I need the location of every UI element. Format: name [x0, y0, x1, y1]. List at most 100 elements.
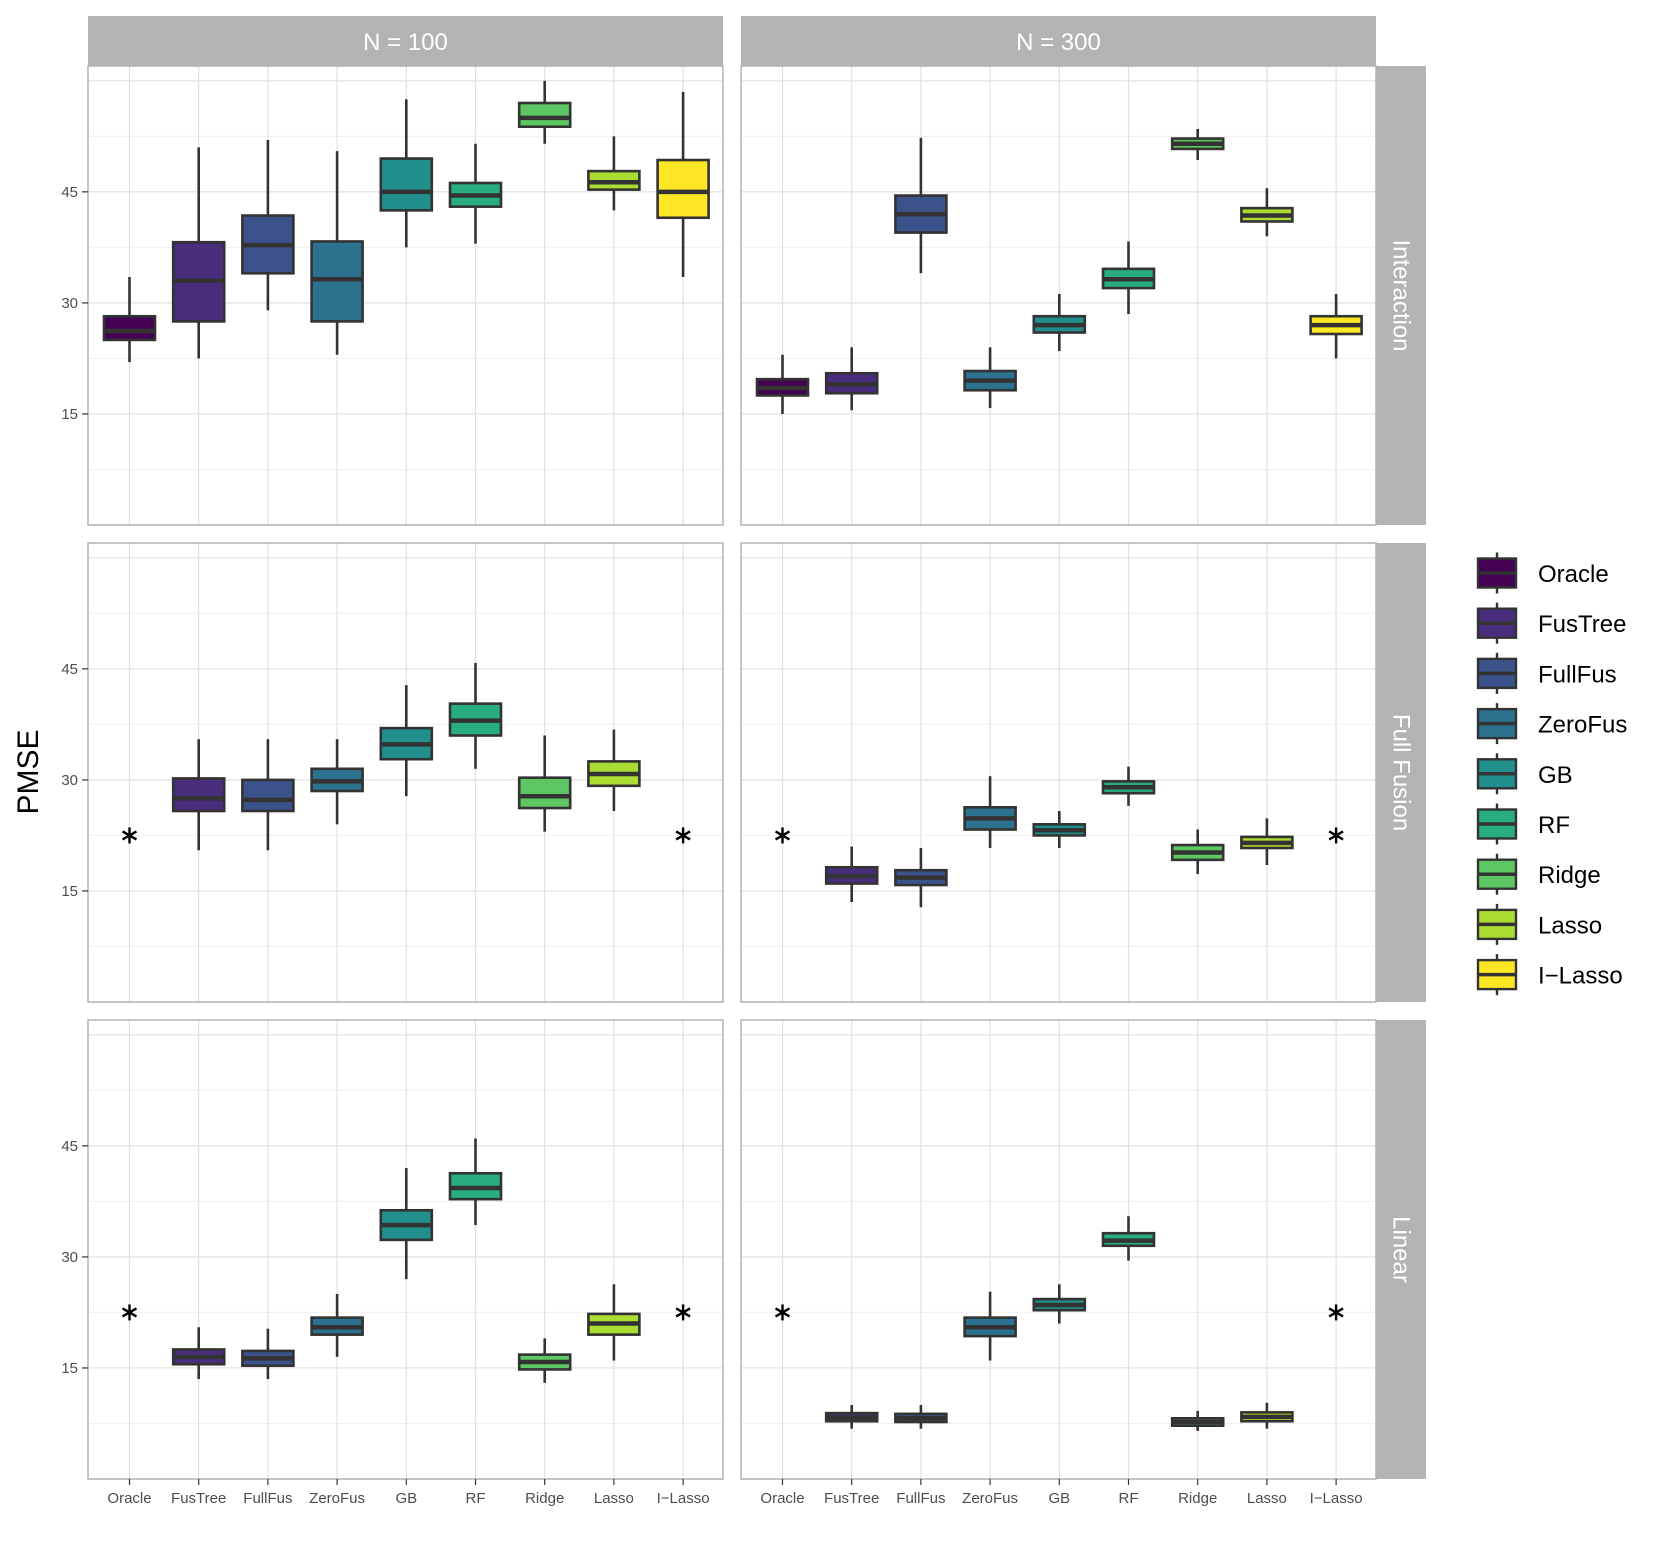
missing-marker-i-lasso [675, 1304, 691, 1321]
missing-marker-i-lasso [675, 827, 691, 844]
x-tick-label: FusTree [824, 1490, 879, 1507]
asterisk-stroke [121, 1307, 138, 1318]
box-fullfus [894, 848, 948, 908]
box-body [517, 101, 572, 129]
box-body [102, 314, 157, 342]
legend-item-gb: GB [1476, 753, 1573, 795]
box-zerofus [963, 776, 1017, 849]
x-tick-label: ZeroFus [309, 1490, 365, 1507]
legend-item-oracle: Oracle [1476, 552, 1609, 594]
asterisk-stroke [774, 1307, 791, 1318]
box-rf [448, 662, 503, 769]
box-fustree [824, 846, 879, 903]
row-strip-linear [1376, 1020, 1426, 1479]
y-tick-label: 45 [61, 661, 78, 678]
legend-label: Ridge [1538, 862, 1601, 889]
panel-border [87, 542, 724, 1003]
box-gb [1032, 810, 1087, 849]
box-fustree [824, 347, 879, 411]
column-strip-n-100 [88, 16, 723, 66]
panel-background [741, 543, 1376, 1002]
legend-label: I−Lasso [1538, 963, 1623, 990]
panel-linear-n-300 [740, 1019, 1377, 1480]
row-strip-label: Interaction [1388, 239, 1415, 351]
legend-label: FusTree [1538, 611, 1626, 638]
box-gb [1032, 294, 1087, 352]
box-fustree [824, 1404, 879, 1429]
legend-label: RF [1538, 812, 1570, 839]
x-tick-label: RF [1119, 1490, 1139, 1507]
box-oracle [102, 276, 157, 363]
box-body [379, 157, 434, 212]
legend-label: Lasso [1538, 912, 1602, 939]
legend-item-i-lasso: I−Lasso [1476, 954, 1623, 996]
legend-item-fullfus: FullFus [1476, 652, 1617, 694]
column-strip-label: N = 300 [1016, 29, 1101, 56]
row-strip-full-fusion [1376, 543, 1426, 1002]
y-axis-title: PMSE [12, 729, 45, 814]
box-lasso [587, 1284, 641, 1361]
y-tick-label: 15 [61, 1360, 78, 1377]
x-tick-label: Oracle [760, 1490, 804, 1507]
asterisk-stroke [675, 830, 691, 841]
y-tick-label: 30 [61, 772, 78, 789]
box-fullfus [241, 739, 295, 851]
asterisk-stroke [1328, 830, 1344, 841]
box-ridge [1170, 128, 1225, 161]
x-tick-label: Lasso [594, 1490, 634, 1507]
box-rf [1101, 766, 1156, 806]
panel-border [87, 1019, 724, 1480]
box-gb [379, 99, 434, 248]
row-strip-label: Linear [1388, 1216, 1415, 1283]
x-tick-label: I−Lasso [657, 1490, 710, 1507]
legend-label: FullFus [1538, 661, 1617, 688]
legend-item-fustree: FusTree [1476, 602, 1626, 644]
box-rf [448, 143, 503, 244]
legend-label: ZeroFus [1538, 712, 1627, 739]
y-tick-label: 45 [61, 1138, 78, 1155]
box-zerofus [310, 739, 364, 825]
column-strip-label: N = 100 [363, 29, 448, 56]
box-gb [379, 685, 434, 797]
missing-marker-i-lasso [1328, 827, 1344, 844]
x-tick-label: FullFus [243, 1490, 292, 1507]
box-fullfus [894, 1404, 948, 1429]
box-fustree [171, 147, 226, 359]
box-zerofus [310, 1293, 364, 1357]
box-gb [379, 1168, 434, 1280]
box-oracle [755, 354, 810, 414]
box-body [241, 778, 295, 813]
box-lasso [587, 729, 641, 811]
box-body [656, 158, 710, 220]
box-ridge [517, 735, 572, 832]
box-zerofus [963, 1291, 1017, 1361]
row-strip-interaction [1376, 66, 1426, 525]
box-ridge [1170, 829, 1225, 874]
x-tick-label: Oracle [107, 1490, 151, 1507]
row-strip-label: Full Fusion [1388, 714, 1415, 831]
box-ridge [517, 1338, 572, 1383]
x-tick-label: GB [1048, 1490, 1070, 1507]
x-tick-label: I−Lasso [1310, 1490, 1363, 1507]
box-rf [1101, 241, 1156, 315]
box-zerofus [963, 347, 1017, 409]
y-tick-label: 45 [61, 184, 78, 201]
legend-item-rf: RF [1476, 803, 1570, 845]
box-body [517, 776, 572, 810]
x-tick-label: ZeroFus [962, 1490, 1018, 1507]
legend-label: GB [1538, 762, 1573, 789]
box-fullfus [894, 137, 948, 274]
y-tick-label: 30 [61, 295, 78, 312]
legend-item-ridge: Ridge [1476, 853, 1601, 895]
asterisk-stroke [675, 1307, 691, 1318]
missing-marker-oracle [121, 1304, 138, 1321]
box-i-lasso [1309, 294, 1363, 359]
box-body [171, 777, 226, 813]
y-tick-label: 30 [61, 1249, 78, 1266]
column-strip-n-300 [741, 16, 1376, 66]
x-tick-label: FusTree [171, 1490, 226, 1507]
box-fustree [171, 1327, 226, 1380]
panel-background [741, 1020, 1376, 1479]
box-i-lasso [656, 91, 710, 277]
box-ridge [517, 80, 572, 144]
